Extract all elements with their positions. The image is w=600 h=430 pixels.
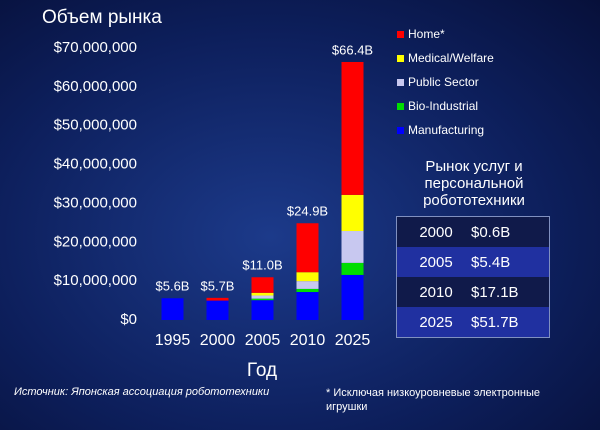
y-tick-label: $70,000,000 [54,39,137,56]
x-tick-label: 2010 [290,332,326,349]
x-tick-label: 1995 [155,332,191,349]
table-row: 2010 $17.1B [397,277,549,307]
table-cell: 2025 [419,313,453,331]
source: Источник: Японская ассоциация робототехн… [14,386,270,398]
table-title: Рынок услуг и персональной робототехники [423,158,525,209]
bar-segment [341,231,364,263]
legend-swatch [397,31,404,38]
bar-segment [296,272,319,282]
total-label: $5.7B [201,278,235,293]
bar-segment [251,298,274,301]
legend-label: Manufacturing [408,123,484,137]
legend-label: Medical/Welfare [408,51,494,65]
bar-segment [341,61,364,195]
total-label: $5.6B [156,279,190,294]
table-cell: 2005 [419,253,453,271]
table-cell: 2010 [419,283,453,301]
bar-segment [251,292,274,296]
table-row: 2000 $0.6B [397,217,549,247]
legend-swatch [397,103,404,110]
legend-label: Public Sector [408,75,479,89]
legend-swatch [397,79,404,86]
bar-segment [296,223,319,273]
total-label: $11.0B [242,258,282,273]
legend-label: Home* [408,27,445,41]
bar-segment [251,300,274,320]
x-tick-label: 2000 [200,332,236,349]
table-cell: 2000 [419,223,453,241]
y-tick-label: $30,000,000 [54,194,137,211]
y-tick-label: $40,000,000 [54,156,137,173]
total-label: $66.4B [332,42,373,57]
legend-swatch [397,127,404,134]
table-cell: $5.4B [471,253,511,271]
bar-segment [206,297,229,301]
x-axis-label: Год [247,360,277,381]
bar-segment [341,262,364,275]
table-cell: $0.6B [471,223,511,241]
footnote: * Исключая низкоуровневые электронные иг… [326,387,541,413]
bar-segment [251,295,274,299]
y-tick-label: $60,000,000 [54,78,137,95]
total-label: $24.9B [287,204,328,219]
bar-segment [296,288,319,293]
legend-swatch [397,55,404,62]
table: 2000 $0.6B 2005 $5.4B 2010 $17.1B 2025 $51.7B [396,216,550,338]
x-tick-label: 2025 [335,332,371,349]
bar-segment [251,277,274,293]
bar-segment [296,292,319,320]
y-tick-label: $50,000,000 [54,117,137,134]
bar-segment [296,281,319,289]
table-cell: $51.7B [471,313,519,331]
table-row: 2025 $51.7B [397,307,549,337]
legend-label: Bio-Industrial [408,99,478,113]
table-cell: $17.1B [471,283,519,301]
y-tick-label: $10,000,000 [54,272,137,289]
bar-segment [341,274,364,320]
bar-segment [206,300,229,320]
y-tick-label: $0 [120,311,137,328]
bar-segment [341,194,364,232]
bar-segment [161,298,184,320]
x-tick-label: 2005 [245,332,281,349]
chart-title: Объем рынка [42,7,162,28]
y-tick-label: $20,000,000 [54,233,137,250]
table-row: 2005 $5.4B [397,247,549,277]
